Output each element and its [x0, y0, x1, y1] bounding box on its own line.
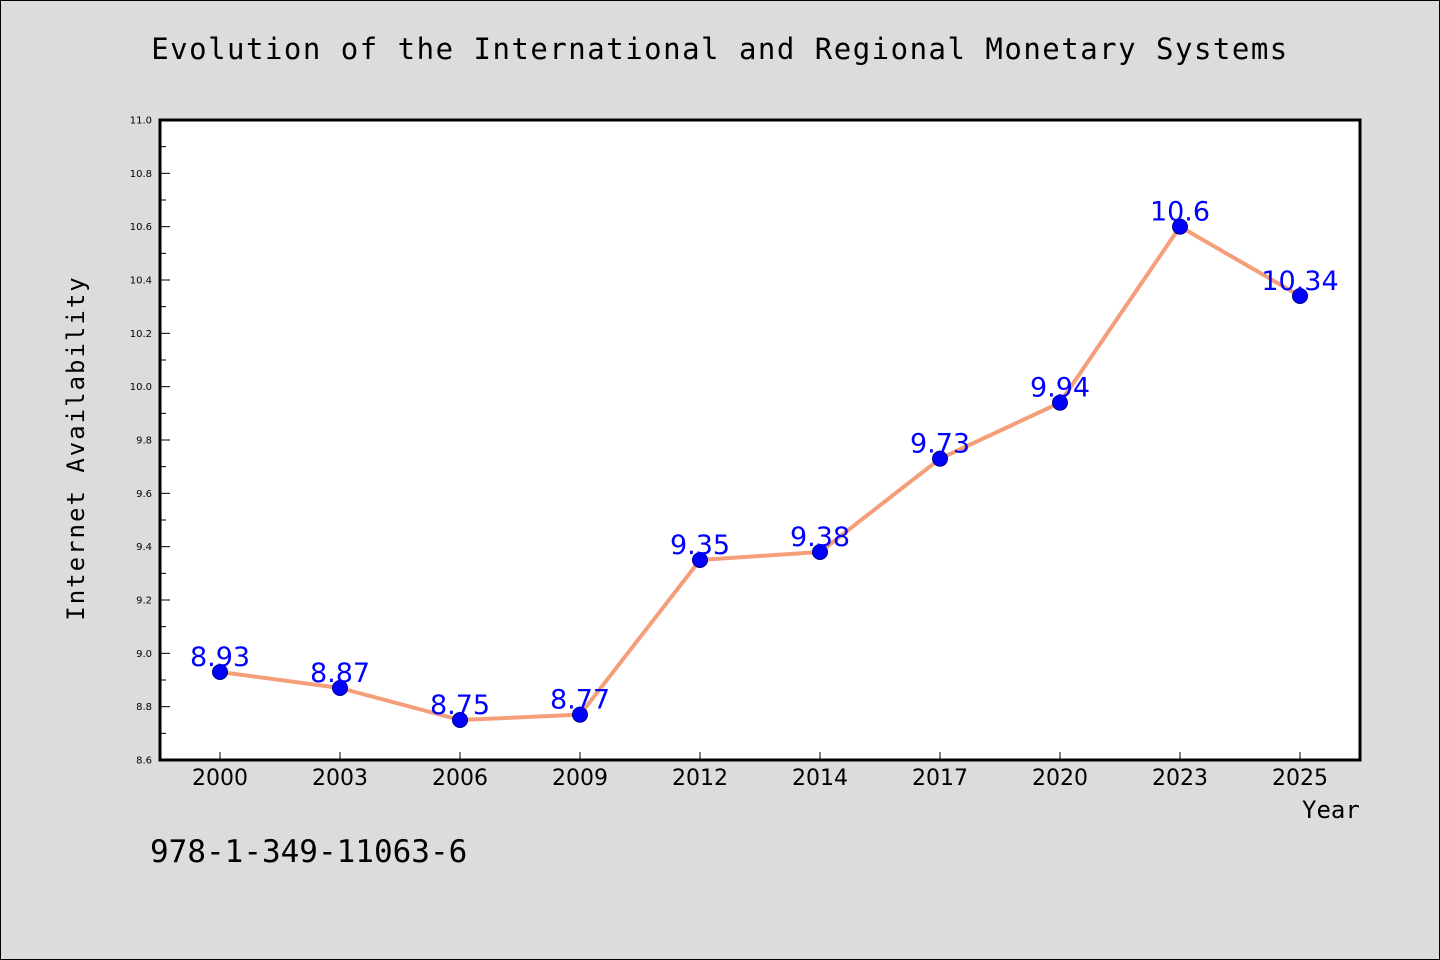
data-label: 8.93: [190, 642, 250, 673]
y-tick-label: 9.2: [136, 596, 152, 607]
chart-title: Evolution of the International and Regio…: [151, 32, 1289, 66]
data-label: 9.35: [670, 530, 730, 561]
x-tick-label: 2000: [192, 766, 248, 791]
y-tick-label: 10.2: [130, 329, 152, 340]
data-label: 10.34: [1261, 266, 1338, 297]
isbn-footnote: 978-1-349-11063-6: [150, 834, 468, 870]
data-label: 8.87: [310, 658, 370, 689]
y-tick-label: 8.8: [136, 702, 152, 713]
y-tick-label: 10.0: [130, 382, 152, 393]
data-point: [572, 706, 588, 723]
data-point: [332, 680, 348, 696]
data-point: [212, 664, 228, 680]
y-tick-label: 11.0: [130, 116, 152, 127]
data-label: 9.73: [910, 429, 970, 460]
y-tick-label: 9.4: [136, 542, 152, 553]
data-label: 9.38: [790, 522, 850, 553]
data-point: [1292, 288, 1308, 304]
y-tick-label: 9.0: [136, 649, 152, 660]
data-point: [1172, 218, 1188, 235]
data-label: 10.6: [1150, 197, 1210, 228]
plot-border: [158, 118, 1362, 762]
data-point: [1052, 394, 1068, 411]
y-tick-label: 9.8: [136, 436, 152, 447]
data-point: [812, 544, 828, 560]
y-tick-label: 10.6: [130, 222, 152, 233]
x-tick-label: 2012: [672, 766, 728, 791]
y-tick-label: 9.6: [136, 489, 152, 500]
y-axis-label: Internet Availability: [62, 275, 90, 621]
data-point: [692, 552, 708, 568]
data-point: [452, 712, 468, 728]
y-tick-label: 10.8: [130, 169, 152, 180]
plot-area: [160, 120, 1360, 760]
data-label: 8.75: [430, 690, 490, 721]
data-point: [932, 450, 948, 467]
x-axis-label: Year: [1302, 796, 1360, 824]
series-line: [218, 224, 1302, 722]
x-tick-label: 2017: [912, 766, 968, 791]
x-tick-label: 2014: [792, 766, 848, 791]
y-tick-label: 8.6: [136, 756, 152, 767]
x-tick-label: 2003: [312, 766, 368, 791]
x-tick-label: 2020: [1032, 766, 1088, 791]
data-label: 9.94: [1030, 373, 1090, 404]
data-label: 8.77: [550, 685, 610, 716]
x-tick-label: 2023: [1152, 766, 1208, 791]
x-tick-label: 2025: [1272, 766, 1328, 791]
y-tick-label: 10.4: [130, 276, 152, 287]
x-tick-label: 2009: [552, 766, 608, 791]
x-tick-label: 2006: [432, 766, 488, 791]
